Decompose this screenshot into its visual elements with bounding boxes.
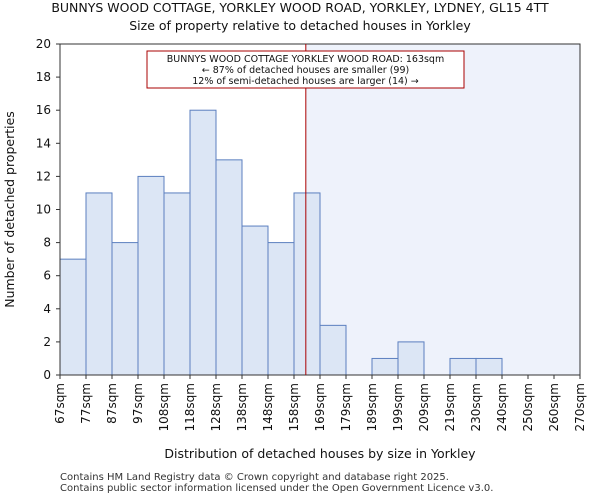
bar-219sqm <box>449 357 477 376</box>
x-tick-label: 138sqm <box>235 383 249 431</box>
y-tick-label: 14 <box>36 136 51 150</box>
y-tick-label: 10 <box>36 203 51 217</box>
bar-189sqm <box>371 357 399 376</box>
chart-title: BUNNYS WOOD COTTAGE, YORKLEY WOOD ROAD, … <box>51 0 549 15</box>
highlight-region <box>305 44 580 375</box>
x-tick-label: 189sqm <box>365 383 379 431</box>
bar-128sqm <box>215 159 243 376</box>
y-tick-label: 2 <box>43 335 51 349</box>
bar-77sqm <box>85 192 113 376</box>
x-tick-label: 87sqm <box>105 383 119 424</box>
x-tick-label: 128sqm <box>209 383 223 431</box>
chart-subtitle: Size of property relative to detached ho… <box>129 18 471 33</box>
x-tick-label: 260sqm <box>547 383 561 431</box>
bar-118sqm <box>189 109 217 376</box>
x-tick-label: 148sqm <box>261 383 275 431</box>
footer-line-2: Contains public sector information licen… <box>60 483 494 494</box>
y-tick-label: 20 <box>36 37 51 51</box>
x-tick-label: 179sqm <box>339 383 353 431</box>
y-tick-label: 18 <box>36 70 51 84</box>
bar-87sqm <box>111 242 139 376</box>
y-tick-label: 0 <box>43 368 51 382</box>
y-tick-label: 12 <box>36 169 51 183</box>
bar-230sqm <box>475 357 503 376</box>
bar-67sqm <box>59 258 87 376</box>
x-tick-label: 158sqm <box>287 383 301 431</box>
bar-158sqm <box>293 192 321 376</box>
x-tick-label: 118sqm <box>183 383 197 431</box>
x-tick-label: 240sqm <box>495 383 509 431</box>
bar-199sqm <box>397 341 425 376</box>
x-tick-label: 199sqm <box>391 383 405 431</box>
y-tick-label: 16 <box>36 103 51 117</box>
x-tick-label: 250sqm <box>521 383 535 431</box>
x-tick-label: 219sqm <box>443 383 457 431</box>
annotation-box <box>146 50 465 89</box>
y-tick-label: 4 <box>43 302 51 316</box>
annotation-line-1: BUNNYS WOOD COTTAGE YORKLEY WOOD ROAD: 1… <box>167 54 444 65</box>
x-tick-label: 270sqm <box>573 383 587 431</box>
y-tick-label: 6 <box>43 269 51 283</box>
bar-97sqm <box>137 175 165 376</box>
footer-line-1: Contains HM Land Registry data © Crown c… <box>60 472 449 483</box>
x-tick-label: 67sqm <box>53 383 67 424</box>
x-tick-label: 77sqm <box>79 383 93 424</box>
x-tick-label: 97sqm <box>131 383 145 424</box>
y-tick-label: 8 <box>43 236 51 250</box>
bar-108sqm <box>163 192 191 376</box>
x-tick-label: 209sqm <box>417 383 431 431</box>
x-tick-label: 230sqm <box>469 383 483 431</box>
annotation-line-3: 12% of semi-detached houses are larger (… <box>192 76 419 87</box>
annotation-line-2: ← 87% of detached houses are smaller (99… <box>202 65 409 76</box>
bar-169sqm <box>319 324 347 376</box>
y-axis-label: Number of detached properties <box>2 111 17 308</box>
x-tick-label: 108sqm <box>157 383 171 431</box>
x-axis-label: Distribution of detached houses by size … <box>164 446 476 461</box>
x-tick-label: 169sqm <box>313 383 327 431</box>
bar-138sqm <box>241 225 269 376</box>
bar-148sqm <box>267 242 295 376</box>
